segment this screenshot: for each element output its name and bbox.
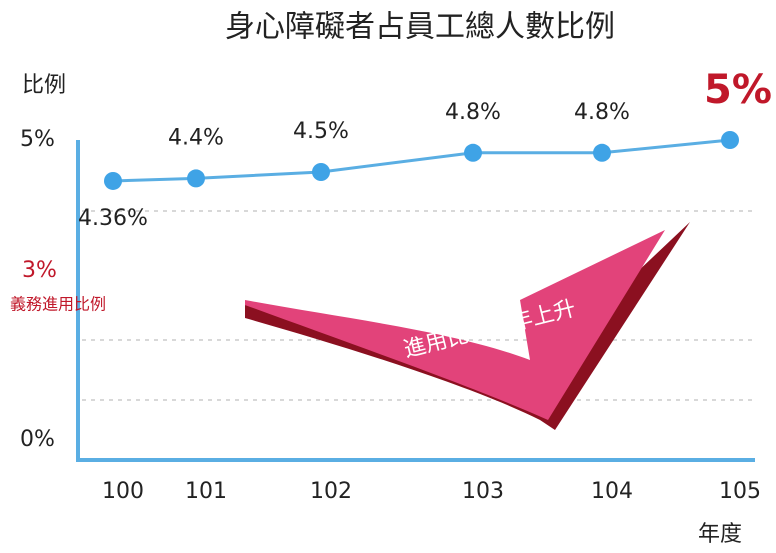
x-axis-label: 年度 (698, 522, 742, 547)
value-label: 4.4% (168, 125, 224, 150)
x-tick-label: 100 (102, 479, 144, 504)
point (187, 169, 205, 187)
x-tick-label: 105 (719, 479, 761, 504)
arrow: 進用比例逐年上升 (245, 222, 690, 430)
y-tick-label: 5% (20, 127, 55, 152)
x-tick-label: 104 (591, 479, 633, 504)
y-tick-label: 3% (22, 258, 57, 283)
point (464, 144, 482, 162)
reference-label: 義務進用比例 (10, 295, 106, 314)
chart: 身心障礙者占員工總人數比例 比例 年度 進用比例逐年上升 義務進用比例 0% 3%… (0, 0, 776, 553)
y-axis-label: 比例 (22, 73, 66, 98)
x-tick-label: 103 (462, 479, 504, 504)
y-tick-label: 0% (20, 427, 55, 452)
value-label: 4.36% (78, 206, 148, 231)
value-label: 4.5% (293, 119, 349, 144)
x-tick-label: 101 (185, 479, 227, 504)
highlight-label: 5% (704, 67, 772, 113)
point (593, 144, 611, 162)
value-label: 4.8% (574, 100, 630, 125)
point (104, 172, 122, 190)
value-label: 4.8% (445, 100, 501, 125)
point (312, 163, 330, 181)
x-tick-label: 102 (310, 479, 352, 504)
point (721, 131, 739, 149)
chart-title: 身心障礙者占員工總人數比例 (225, 10, 615, 45)
